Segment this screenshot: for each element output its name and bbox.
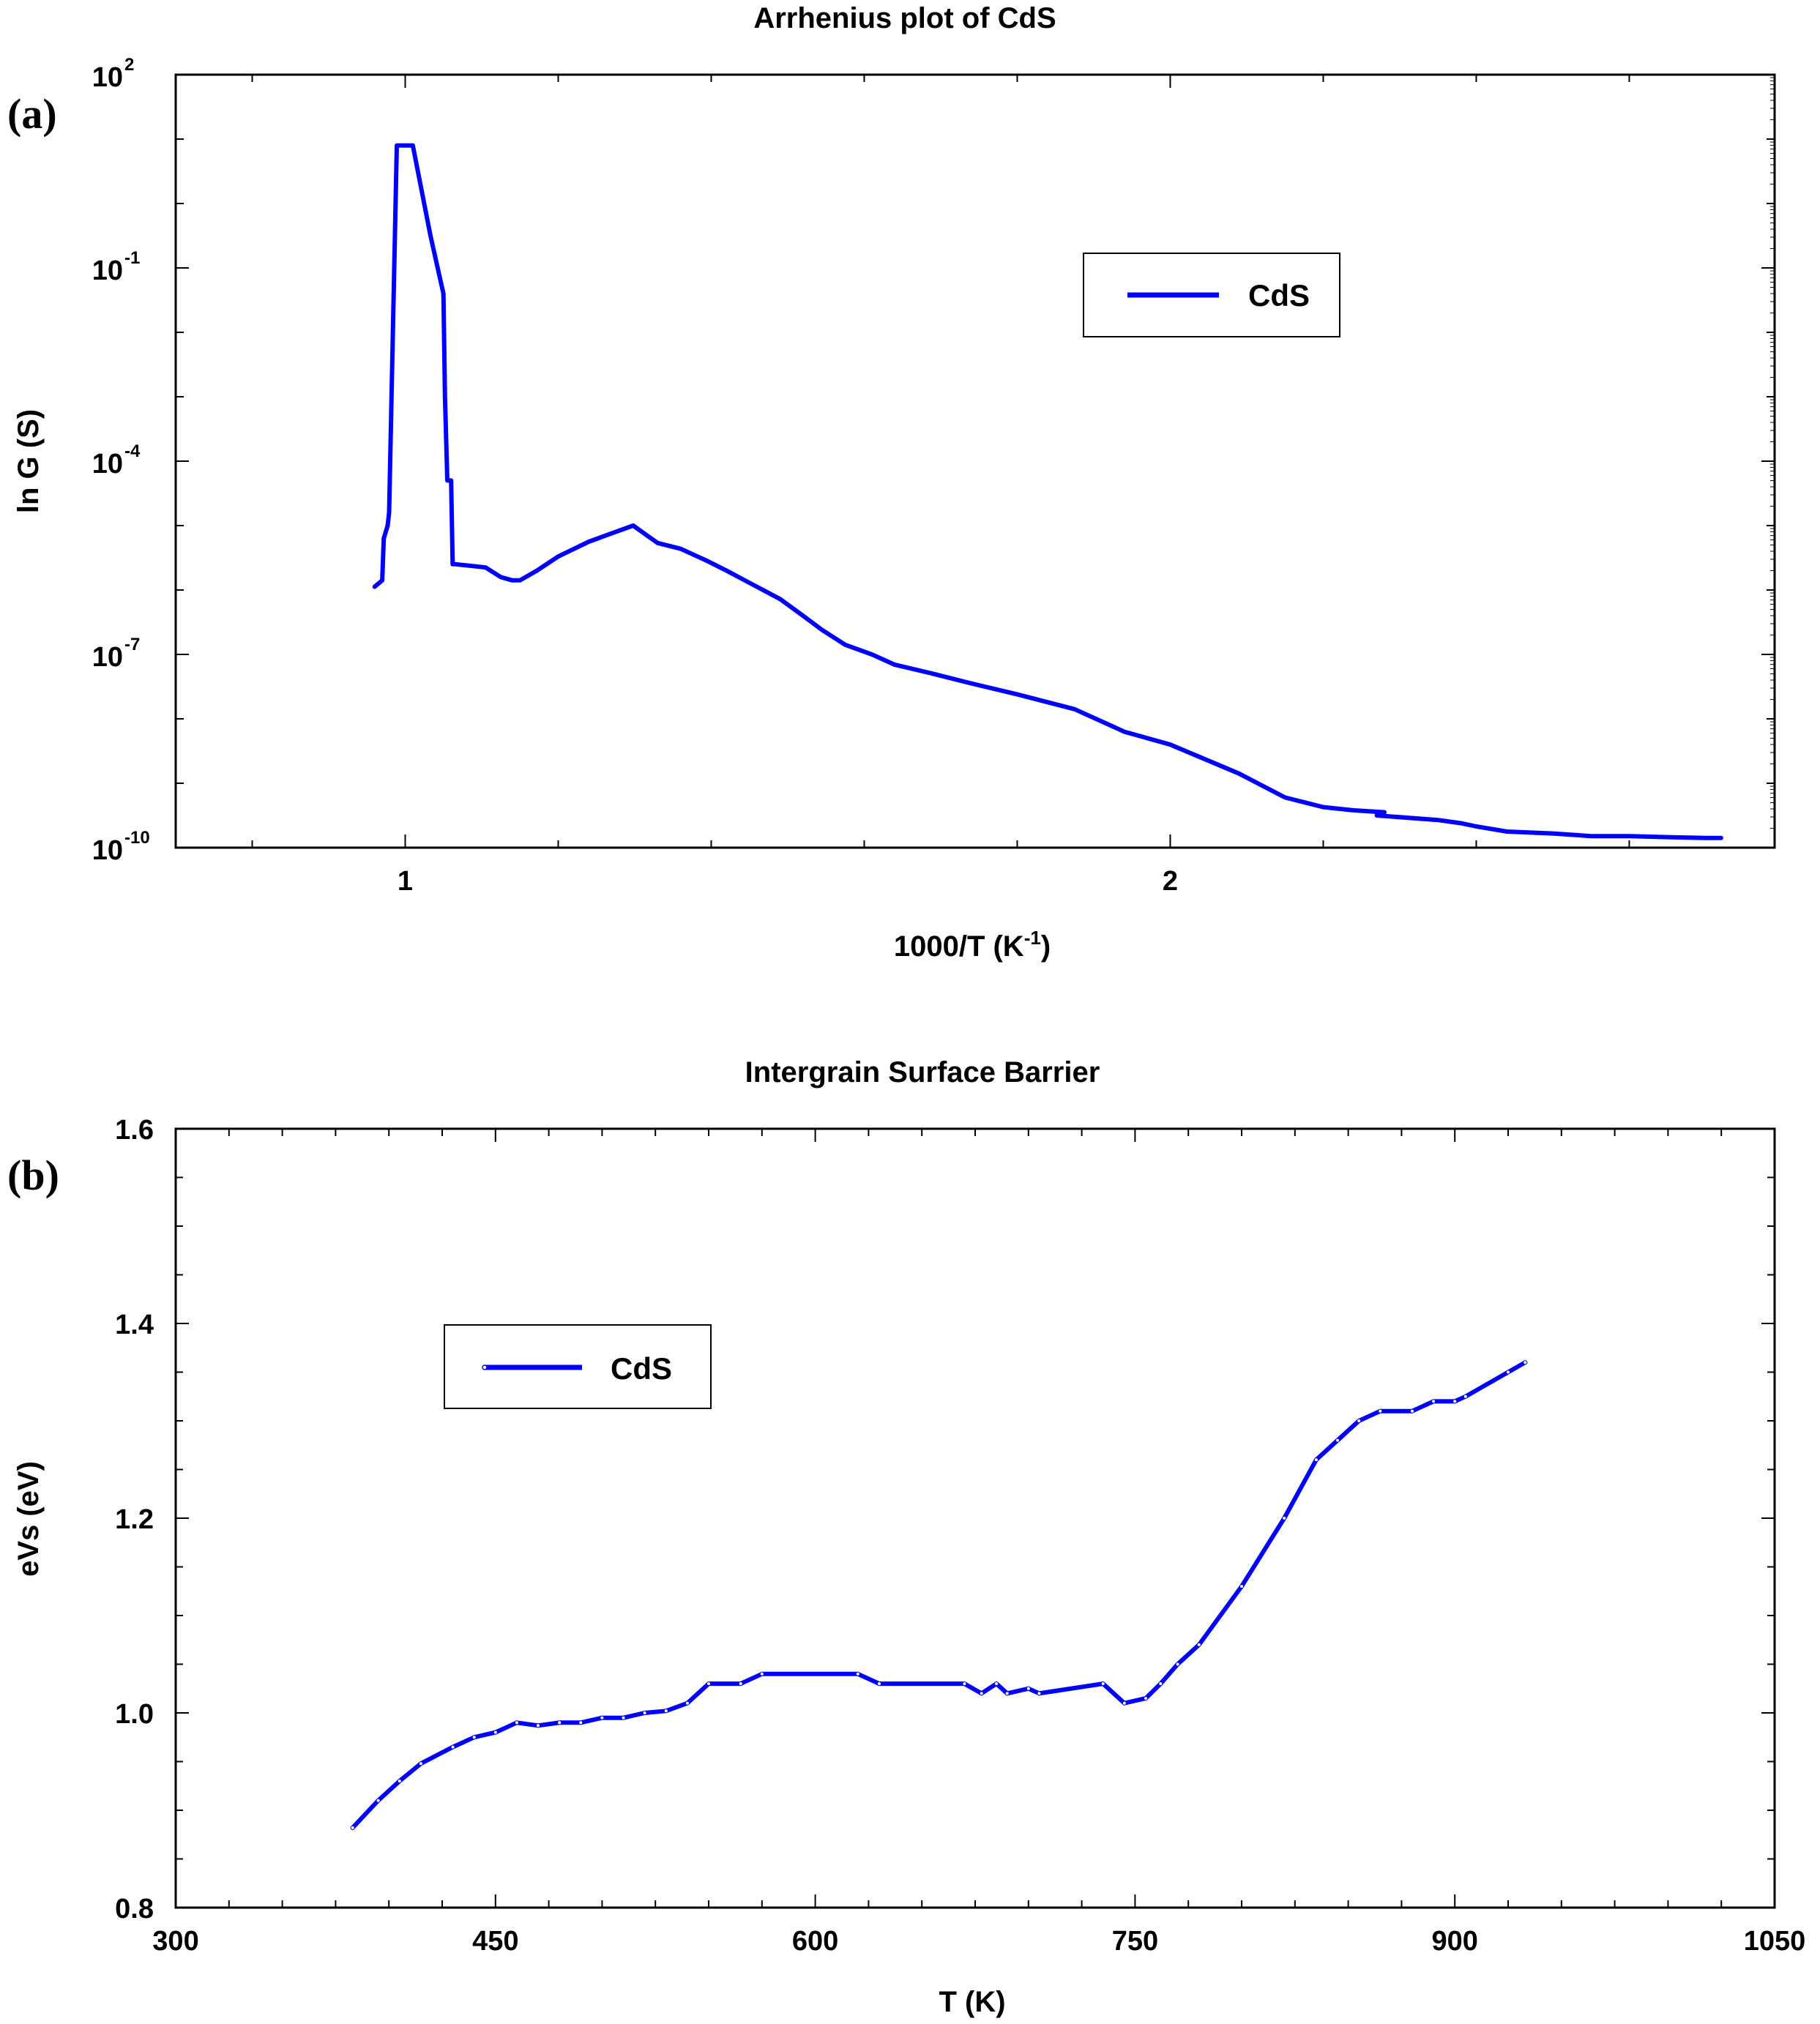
chart-b-data-point (1158, 1681, 1163, 1687)
chart-panel-a: Arrhenius plot of CdS (a) 10 210 -110 -410-… (7, 2, 1776, 963)
chart-b-x-tick-label: 300 (152, 1926, 198, 1957)
chart-b-data-point (557, 1720, 562, 1725)
chart-a-x-tick-label: 1 (398, 866, 413, 897)
chart-b-data-point (1452, 1399, 1458, 1404)
chart-b-data-point (738, 1681, 743, 1687)
chart-b-data-point (376, 1798, 381, 1803)
chart-panel-b: Intergrain Surface Barrier (b) 0.8 1.0 1.2… (7, 1056, 1805, 2018)
chart-b-data-point (1431, 1399, 1436, 1404)
chart-b-data-point (1144, 1696, 1148, 1701)
chart-b-data-point (706, 1681, 711, 1687)
chart-a-x-tick-label: 2 (1163, 866, 1178, 897)
chart-a-panel-label: (a) (7, 90, 57, 138)
chart-b-data-point (759, 1671, 764, 1676)
chart-a-title: Arrhenius plot of CdS (753, 2, 1056, 34)
chart-b-x-tick-labels: 300 450 600 750 900 1050 (152, 1926, 1805, 1957)
chart-b-data-point (1037, 1691, 1042, 1696)
chart-b-data-point (979, 1691, 984, 1696)
chart-b-data-point (1463, 1394, 1468, 1399)
chart-b-data-point (1122, 1700, 1127, 1706)
chart-b-data-point (578, 1720, 583, 1725)
chart-b-y-tick-labels: 0.8 1.0 1.2 1.4 1.6 (115, 1115, 154, 1924)
chart-b-data-point (493, 1730, 498, 1735)
chart-a-series-group (372, 143, 1723, 840)
chart-a-series-line (372, 143, 1723, 840)
chart-a-plot-frame (174, 73, 1776, 849)
chart-a-y-tick-label: 10 (92, 255, 123, 286)
chart-b-x-tick-label: 900 (1431, 1926, 1477, 1957)
chart-a-ticks (176, 74, 1775, 848)
chart-b-data-point (663, 1709, 668, 1714)
chart-a-y-tick-label: 10 (92, 449, 123, 479)
chart-b-data-point (397, 1779, 402, 1784)
chart-a-y-tick-exponent: -4 (124, 441, 141, 461)
chart-a-y-tick-exponent: -7 (124, 635, 140, 654)
chart-b-data-point (1175, 1662, 1180, 1667)
chart-b-data-point (855, 1671, 860, 1676)
chart-b-y-tick-label: 0.8 (115, 1894, 154, 1924)
chart-b-data-point (1523, 1360, 1528, 1365)
chart-a-legend-label: CdS (1248, 278, 1310, 313)
chart-b-data-point (1378, 1408, 1383, 1414)
chart-b-plot-frame (174, 1127, 1776, 1909)
chart-b-legend: CdS (444, 1324, 712, 1409)
chart-b-x-tick-label: 750 (1112, 1926, 1158, 1957)
chart-b-data-point (1282, 1516, 1287, 1520)
chart-b-series-group (350, 1360, 1528, 1830)
chart-b-data-point (962, 1681, 967, 1687)
chart-b-data-point (1004, 1691, 1010, 1696)
chart-b-data-point (514, 1720, 519, 1725)
chart-a-y-tick-exponent: -10 (124, 828, 150, 848)
chart-b-data-point (621, 1715, 626, 1720)
chart-b-series-line (350, 1360, 1528, 1830)
chart-b-x-tick-label: 600 (792, 1926, 838, 1957)
chart-a-y-tick-exponent: -1 (124, 248, 140, 268)
chart-b-data-point (1410, 1408, 1414, 1414)
chart-a-y-tick-label: 10 (92, 642, 123, 673)
chart-b-data-point (1357, 1419, 1362, 1423)
chart-a-legend: CdS (1083, 253, 1340, 337)
chart-a-y-tick-label: 10 (92, 62, 123, 93)
chart-b-data-point (1239, 1584, 1244, 1589)
chart-b-data-point (994, 1681, 999, 1687)
chart-b-data-point (685, 1700, 690, 1706)
chart-b-data-point (418, 1761, 423, 1766)
chart-b-x-tick-label: 1050 (1744, 1926, 1806, 1957)
chart-b-data-point (642, 1711, 647, 1715)
chart-b-panel-label: (b) (7, 1151, 59, 1199)
chart-b-data-point (600, 1715, 605, 1720)
chart-b-data-point (1335, 1438, 1340, 1443)
chart-b-data-point (350, 1825, 355, 1830)
chart-a-y-tick-label: 10 (92, 835, 123, 866)
chart-a-legend-box (1083, 253, 1340, 337)
chart-b-data-point (877, 1681, 881, 1687)
chart-b-data-point (1506, 1370, 1510, 1375)
chart-b-ticks (175, 1128, 1775, 1908)
chart-b-y-tick-label: 1.4 (115, 1310, 154, 1340)
chart-b-data-point (471, 1735, 477, 1740)
chart-b-y-tick-label: 1.0 (115, 1699, 154, 1730)
chart-b-data-point (1026, 1686, 1031, 1691)
chart-b-y-axis-label: eVs (eV) (12, 1461, 45, 1577)
chart-b-data-point (1196, 1642, 1201, 1647)
chart-b-y-tick-label: 1.2 (115, 1504, 154, 1535)
chart-a-y-axis-label: ln G (S) (12, 409, 45, 513)
chart-b-legend-marker (482, 1364, 488, 1370)
chart-b-title: Intergrain Surface Barrier (745, 1056, 1100, 1088)
chart-a-y-tick-exponent: 2 (124, 55, 134, 75)
chart-b-data-point (536, 1723, 540, 1728)
chart-b-data-point (1100, 1681, 1105, 1687)
chart-a-x-axis-label: 1000/T (K-1) (894, 927, 1051, 963)
chart-b-x-axis-label: T (K) (939, 1986, 1005, 2018)
chart-b-y-tick-label: 1.6 (115, 1115, 154, 1146)
chart-b-legend-label: CdS (611, 1351, 672, 1386)
chart-b-data-point (1313, 1457, 1319, 1463)
chart-b-x-tick-label: 450 (472, 1926, 518, 1957)
chart-b-data-point (450, 1744, 455, 1749)
